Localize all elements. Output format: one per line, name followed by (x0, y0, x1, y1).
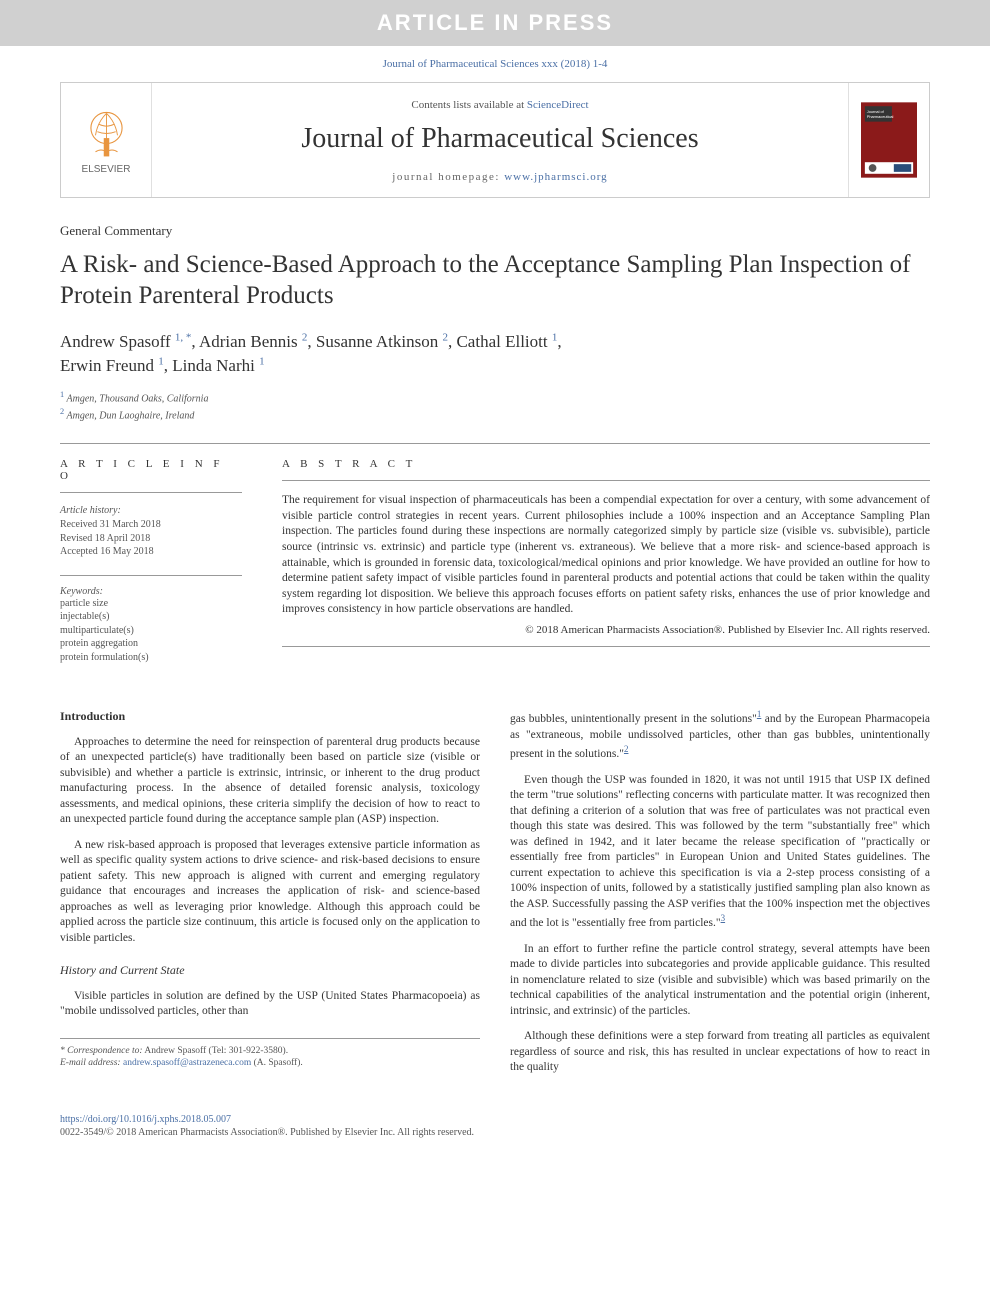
article-title: A Risk- and Science-Based Approach to th… (60, 249, 930, 312)
header-center: Contents lists available at ScienceDirec… (151, 83, 849, 197)
sciencedirect-link[interactable]: ScienceDirect (527, 99, 589, 111)
homepage-prefix: journal homepage: (392, 171, 504, 183)
doi-link[interactable]: https://doi.org/10.1016/j.xphs.2018.05.0… (60, 1114, 231, 1125)
journal-title: Journal of Pharmaceutical Sciences (152, 123, 848, 155)
correspondence-text: Andrew Spasoff (Tel: 301-922-3580). (143, 1046, 289, 1056)
keyword-item: protein formulation(s) (60, 651, 242, 665)
abstract-column: A B S T R A C T The requirement for visu… (260, 444, 930, 678)
body-two-columns: Introduction Approaches to determine the… (60, 708, 930, 1085)
correspondence-label: * Correspondence to: (60, 1046, 143, 1056)
article-type: General Commentary (60, 223, 930, 239)
elsevier-label: ELSEVIER (82, 164, 131, 175)
left-column: Introduction Approaches to determine the… (60, 708, 480, 1085)
keyword-item: particle size (60, 597, 242, 611)
svg-text:Pharmaceutical: Pharmaceutical (867, 115, 894, 119)
article-in-press-banner: ARTICLE IN PRESS (0, 0, 990, 46)
page-footer: https://doi.org/10.1016/j.xphs.2018.05.0… (0, 1106, 990, 1158)
right-paragraph-3: In an effort to further refine the parti… (510, 942, 930, 1020)
doi-line: https://doi.org/10.1016/j.xphs.2018.05.0… (60, 1114, 930, 1125)
info-abstract-row: A R T I C L E I N F O Article history: R… (60, 443, 930, 678)
journal-cover-thumbnail: Journal of Pharmaceutical (849, 83, 929, 197)
right-paragraph-2: Even though the USP was founded in 1820,… (510, 773, 930, 932)
article-info-column: A R T I C L E I N F O Article history: R… (60, 444, 260, 678)
journal-reference: Journal of Pharmaceutical Sciences xxx (… (0, 46, 990, 82)
email-suffix: (A. Spasoff). (251, 1058, 303, 1068)
intro-paragraph-2: A new risk-based approach is proposed th… (60, 838, 480, 947)
email-line: E-mail address: andrew.spasoff@astrazene… (60, 1057, 480, 1070)
keyword-item: multiparticulate(s) (60, 624, 242, 638)
ref-3-link[interactable]: 3 (721, 913, 726, 923)
elsevier-tree-icon (79, 106, 134, 161)
affiliation-item: 2 Amgen, Dun Laoghaire, Ireland (60, 406, 930, 423)
cover-icon: Journal of Pharmaceutical (861, 101, 917, 179)
keyword-item: protein aggregation (60, 637, 242, 651)
elsevier-logo: ELSEVIER (61, 83, 151, 197)
introduction-heading: Introduction (60, 708, 480, 724)
accepted-date: Accepted 16 May 2018 (60, 545, 242, 559)
right-paragraph-4: Although these definitions were a step f… (510, 1029, 930, 1076)
p5-text: Even though the USP was founded in 1820,… (510, 774, 930, 929)
correspondence-email-link[interactable]: andrew.spasoff@astrazeneca.com (123, 1058, 251, 1068)
journal-header-box: ELSEVIER Contents lists available at Sci… (60, 82, 930, 198)
p4-prefix: gas bubbles, unintentionally present in … (510, 713, 757, 725)
author-list: Andrew Spasoff 1, *, Adrian Bennis 2, Su… (60, 330, 930, 379)
affiliations-block: 1 Amgen, Thousand Oaks, California2 Amge… (60, 389, 930, 424)
keywords-label: Keywords: (60, 586, 242, 597)
svg-text:Journal of: Journal of (867, 110, 885, 114)
article-history-label: Article history: (60, 505, 242, 516)
journal-homepage-line: journal homepage: www.jpharmsci.org (152, 171, 848, 183)
contents-prefix: Contents lists available at (411, 99, 526, 111)
correspondence-footnote: * Correspondence to: Andrew Spasoff (Tel… (60, 1038, 480, 1071)
correspondence-line: * Correspondence to: Andrew Spasoff (Tel… (60, 1045, 480, 1058)
contents-available-line: Contents lists available at ScienceDirec… (152, 99, 848, 111)
email-label: E-mail address: (60, 1058, 123, 1068)
right-paragraph-1: gas bubbles, unintentionally present in … (510, 708, 930, 762)
history-paragraph-1: Visible particles in solution are define… (60, 989, 480, 1020)
journal-homepage-link[interactable]: www.jpharmsci.org (504, 171, 607, 183)
intro-paragraph-1: Approaches to determine the need for rei… (60, 735, 480, 828)
abstract-copyright: © 2018 American Pharmacists Association®… (282, 624, 930, 647)
history-subheading: History and Current State (60, 962, 480, 978)
article-info-heading: A R T I C L E I N F O (60, 458, 242, 493)
keyword-item: injectable(s) (60, 610, 242, 624)
abstract-text: The requirement for visual inspection of… (282, 493, 930, 617)
issn-copyright-line: 0022-3549/© 2018 American Pharmacists As… (60, 1127, 930, 1138)
main-content: General Commentary A Risk- and Science-B… (0, 198, 990, 1106)
received-date: Received 31 March 2018 (60, 518, 242, 532)
ref-2-link[interactable]: 2 (624, 744, 629, 754)
keywords-block: Keywords: particle sizeinjectable(s)mult… (60, 575, 242, 665)
right-column: gas bubbles, unintentionally present in … (510, 708, 930, 1085)
revised-date: Revised 18 April 2018 (60, 532, 242, 546)
abstract-heading: A B S T R A C T (282, 458, 930, 481)
affiliation-item: 1 Amgen, Thousand Oaks, California (60, 389, 930, 406)
